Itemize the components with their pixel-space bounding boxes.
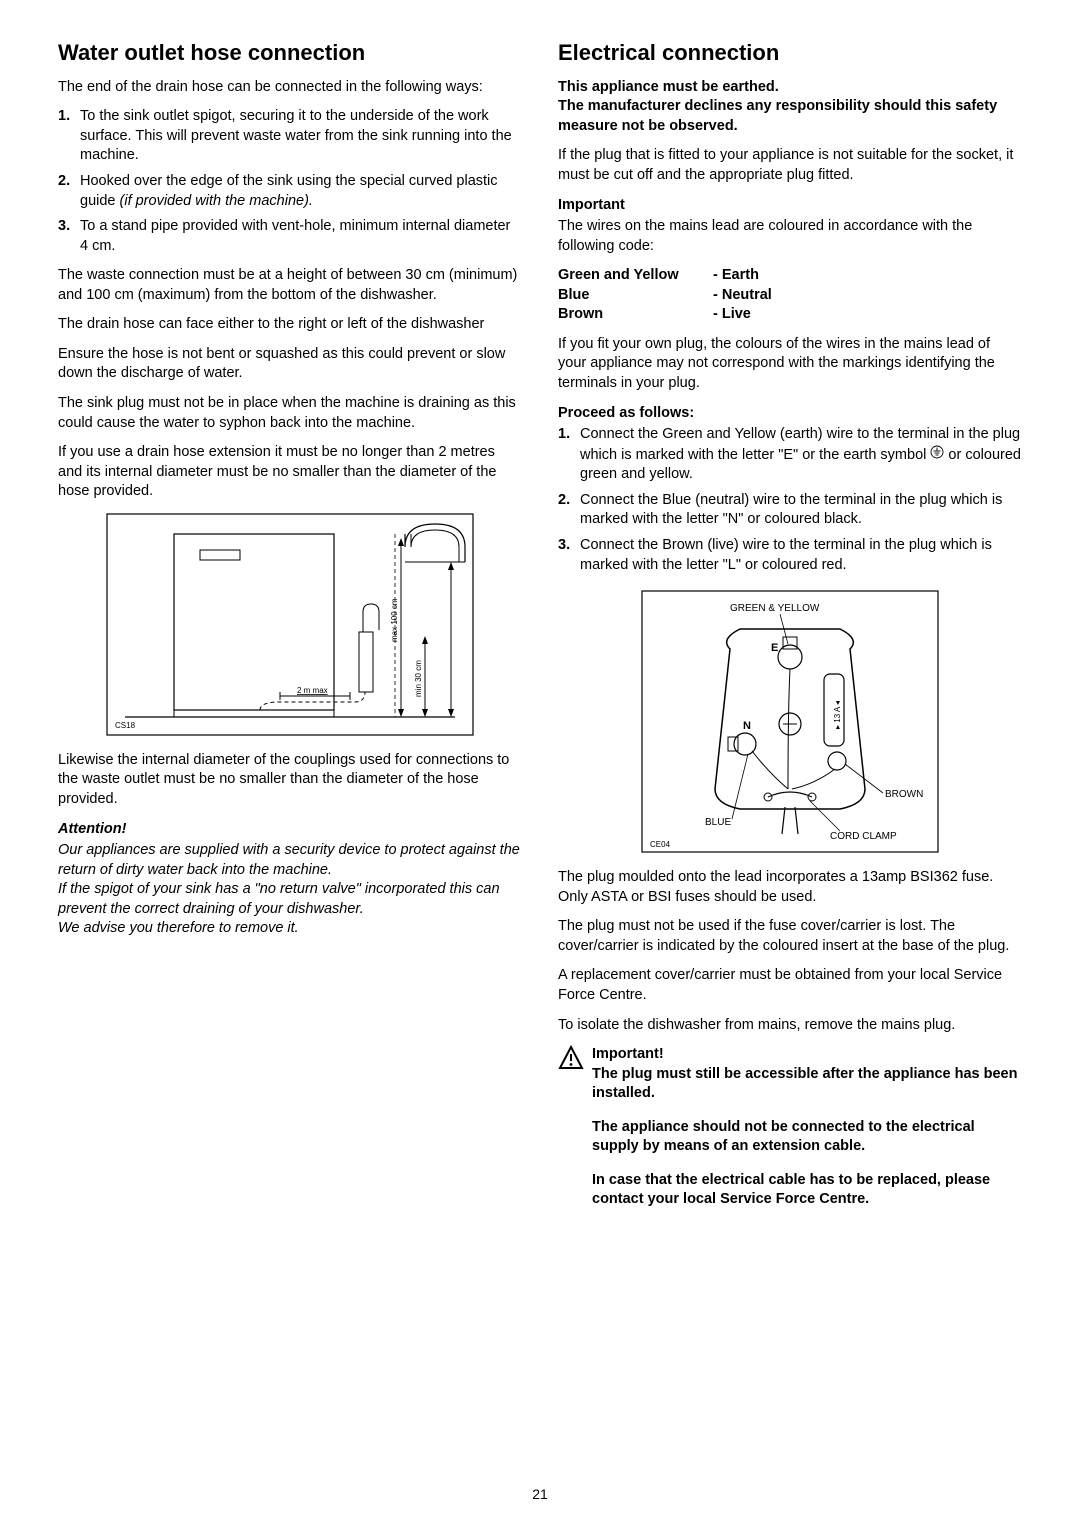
wires-para: The wires on the mains lead are coloured… (558, 217, 1022, 256)
plug-para: If the plug that is fitted to your appli… (558, 146, 1022, 185)
dim-max: max 100 cm (390, 598, 399, 642)
svg-text:CORD CLAMP: CORD CLAMP (830, 831, 897, 842)
svg-text:E: E (771, 642, 778, 654)
svg-text:BLUE: BLUE (705, 817, 731, 828)
dim-min: min 30 cm (414, 660, 423, 697)
step-text: Connect the Brown (live) wire to the ter… (580, 536, 1022, 575)
left-para: Ensure the hose is not bent or squashed … (58, 345, 522, 384)
left-para: The sink plug must not be in place when … (58, 394, 522, 433)
left-intro: The end of the drain hose can be connect… (58, 78, 522, 98)
wire-row: Brown - Live (558, 305, 1022, 325)
earthed-warning: This appliance must be earthed. (558, 78, 1022, 98)
step-number: 2. (58, 172, 80, 211)
after-diagram: Likewise the internal diameter of the co… (58, 751, 522, 810)
right-heading: Electrical connection (558, 38, 1022, 68)
svg-text:BROWN: BROWN (885, 789, 923, 800)
wiring-step-1: 1. Connect the Green and Yellow (earth) … (558, 425, 1022, 485)
wiring-steps-list: 1. Connect the Green and Yellow (earth) … (558, 425, 1022, 575)
important-heading: Important (558, 196, 1022, 216)
wire-row: Green and Yellow - Earth (558, 266, 1022, 286)
svg-text:GREEN & YELLOW: GREEN & YELLOW (730, 603, 820, 614)
left-para: The drain hose can face either to the ri… (58, 315, 522, 335)
attention-heading: Attention! (58, 820, 522, 840)
wiring-step-2: 2. Connect the Blue (neutral) wire to th… (558, 491, 1022, 530)
important-warning-block: Important! The plug must still be access… (558, 1045, 1022, 1224)
earth-symbol-icon (930, 445, 944, 466)
step-text: To a stand pipe provided with vent-hole,… (80, 217, 522, 256)
wiring-step-3: 3. Connect the Brown (live) wire to the … (558, 536, 1022, 575)
own-plug-para: If you fit your own plug, the colours of… (558, 335, 1022, 394)
warning-triangle-icon (558, 1045, 584, 1071)
page-number: 21 (0, 1485, 1080, 1504)
drain-steps-list: 1. To the sink outlet spigot, securing i… (58, 107, 522, 256)
wire-colour-table: Green and Yellow - Earth Blue - Neutral … (558, 266, 1022, 325)
proceed-heading: Proceed as follows: (558, 404, 1022, 424)
drain-step-1: 1. To the sink outlet spigot, securing i… (58, 107, 522, 166)
step-number: 2. (558, 491, 580, 530)
svg-text:N: N (743, 720, 751, 732)
step-text: Hooked over the edge of the sink using t… (80, 172, 522, 211)
step-number: 1. (58, 107, 80, 166)
step-text: Connect the Green and Yellow (earth) wir… (580, 425, 1022, 485)
step-text: To the sink outlet spigot, securing it t… (80, 107, 522, 166)
drain-hose-diagram: 2 m max max 100 cm min 30 cm (105, 512, 475, 737)
step-text: Connect the Blue (neutral) wire to the t… (580, 491, 1022, 530)
right-column: Electrical connection This appliance mus… (558, 38, 1022, 1224)
left-column: Water outlet hose connection The end of … (58, 38, 522, 1224)
svg-text:CE04: CE04 (650, 840, 671, 849)
after-para: The plug must not be used if the fuse co… (558, 917, 1022, 956)
left-heading: Water outlet hose connection (58, 38, 522, 68)
left-para: If you use a drain hose extension it mus… (58, 443, 522, 502)
step-number: 3. (558, 536, 580, 575)
plug-wiring-diagram: E N ▸ 13 A ◂ (640, 589, 940, 854)
step-number: 1. (558, 425, 580, 485)
manufacturer-warning: The manufacturer declines any responsibi… (558, 97, 1022, 136)
dim-2m: 2 m max (297, 686, 328, 695)
diagram-cs-label: CS18 (115, 721, 136, 730)
svg-text:▸ 13 A ◂: ▸ 13 A ◂ (833, 701, 842, 729)
drain-step-2: 2. Hooked over the edge of the sink usin… (58, 172, 522, 211)
left-para: The waste connection must be at a height… (58, 266, 522, 305)
after-para: The plug moulded onto the lead incorpora… (558, 868, 1022, 907)
attention-body: Our appliances are supplied with a secur… (58, 841, 522, 939)
drain-step-3: 3. To a stand pipe provided with vent-ho… (58, 217, 522, 256)
step-number: 3. (58, 217, 80, 256)
isolate-para: To isolate the dishwasher from mains, re… (558, 1016, 1022, 1036)
important-warning-text: Important! The plug must still be access… (592, 1045, 1022, 1224)
after-para: A replacement cover/carrier must be obta… (558, 966, 1022, 1005)
wire-row: Blue - Neutral (558, 286, 1022, 306)
page-content: Water outlet hose connection The end of … (58, 38, 1022, 1224)
